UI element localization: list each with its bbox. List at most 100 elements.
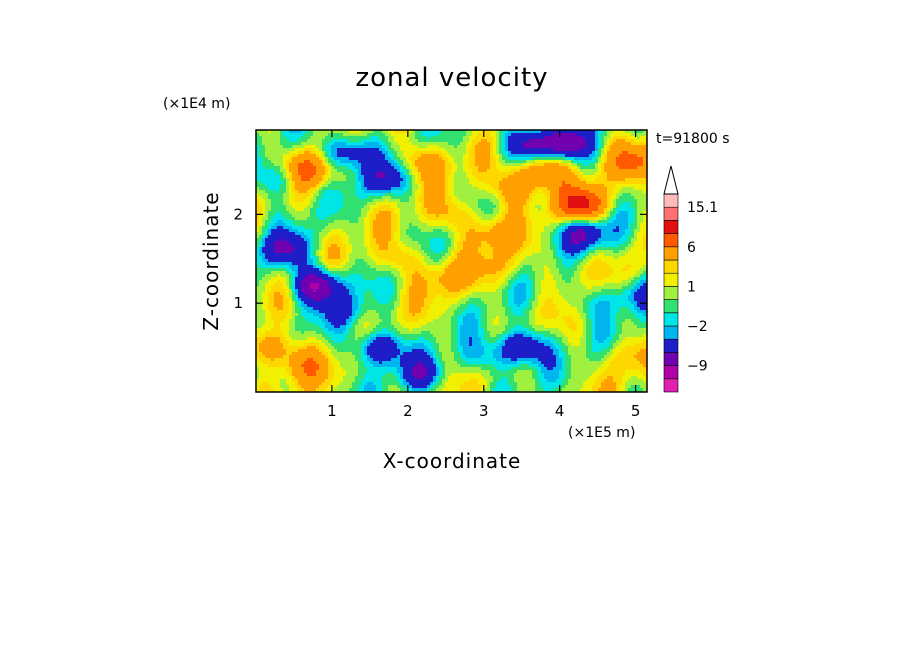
- field-cell: [538, 142, 541, 145]
- field-cell: [259, 184, 262, 187]
- field-cell: [349, 133, 352, 136]
- field-cell: [589, 133, 592, 136]
- field-cell: [610, 196, 613, 199]
- field-cell: [487, 238, 490, 241]
- field-cell: [340, 202, 343, 205]
- field-cell: [451, 205, 454, 208]
- field-cell: [466, 136, 469, 139]
- field-cell: [391, 148, 394, 151]
- field-cell: [394, 172, 397, 175]
- field-cell: [481, 229, 484, 232]
- field-cell: [298, 226, 301, 229]
- field-cell: [475, 133, 478, 136]
- field-cell: [496, 130, 499, 133]
- field-cell: [565, 172, 568, 175]
- field-cell: [598, 187, 601, 190]
- field-cell: [601, 133, 604, 136]
- field-cell: [439, 130, 442, 133]
- field-cell: [541, 220, 544, 223]
- field-cell: [430, 220, 433, 223]
- field-cell: [379, 214, 382, 217]
- field-cell: [496, 199, 499, 202]
- field-cell: [562, 175, 565, 178]
- field-cell: [508, 229, 511, 232]
- field-cell: [586, 217, 589, 220]
- field-cell: [403, 229, 406, 232]
- field-cell: [457, 157, 460, 160]
- field-cell: [295, 178, 298, 181]
- field-cell: [370, 238, 373, 241]
- field-cell: [379, 142, 382, 145]
- field-cell: [409, 157, 412, 160]
- field-cell: [454, 229, 457, 232]
- field-cell: [361, 160, 364, 163]
- field-cell: [490, 202, 493, 205]
- field-cell: [331, 145, 334, 148]
- field-cell: [595, 130, 598, 133]
- field-cell: [391, 181, 394, 184]
- field-cell: [535, 166, 538, 169]
- field-cell: [298, 166, 301, 169]
- field-cell: [457, 229, 460, 232]
- field-cell: [445, 229, 448, 232]
- field-cell: [382, 160, 385, 163]
- field-cell: [460, 232, 463, 235]
- field-cell: [607, 199, 610, 202]
- field-cell: [499, 151, 502, 154]
- field-cell: [640, 208, 643, 211]
- field-cell: [604, 193, 607, 196]
- field-cell: [349, 178, 352, 181]
- field-cell: [439, 199, 442, 202]
- field-cell: [457, 199, 460, 202]
- field-cell: [625, 142, 628, 145]
- field-cell: [295, 157, 298, 160]
- field-cell: [412, 169, 415, 172]
- field-cell: [625, 136, 628, 139]
- field-cell: [424, 235, 427, 238]
- field-cell: [427, 157, 430, 160]
- field-cell: [394, 142, 397, 145]
- field-cell: [496, 229, 499, 232]
- field-cell: [511, 208, 514, 211]
- field-cell: [460, 151, 463, 154]
- field-cell: [637, 157, 640, 160]
- field-cell: [397, 220, 400, 223]
- field-cell: [334, 130, 337, 133]
- field-cell: [643, 208, 646, 211]
- field-cell: [499, 220, 502, 223]
- field-cell: [373, 217, 376, 220]
- field-cell: [445, 130, 448, 133]
- field-cell: [271, 202, 274, 205]
- field-cell: [271, 157, 274, 160]
- field-cell: [625, 208, 628, 211]
- field-cell: [520, 151, 523, 154]
- field-cell: [451, 139, 454, 142]
- field-cell: [358, 166, 361, 169]
- field-cell: [511, 211, 514, 214]
- field-cell: [340, 139, 343, 142]
- field-cell: [538, 235, 541, 238]
- field-cell: [514, 148, 517, 151]
- field-cell: [340, 148, 343, 151]
- field-cell: [589, 238, 592, 241]
- field-cell: [568, 223, 571, 226]
- field-cell: [286, 232, 289, 235]
- field-cell: [451, 196, 454, 199]
- field-cell: [478, 175, 481, 178]
- field-cell: [550, 136, 553, 139]
- field-cell: [490, 229, 493, 232]
- field-cell: [271, 205, 274, 208]
- field-cell: [262, 208, 265, 211]
- field-cell: [403, 184, 406, 187]
- field-cell: [505, 196, 508, 199]
- field-cell: [370, 241, 373, 244]
- field-cell: [388, 175, 391, 178]
- field-cell: [334, 184, 337, 187]
- field-cell: [298, 241, 301, 244]
- field-cell: [580, 148, 583, 151]
- field-cell: [385, 208, 388, 211]
- field-cell: [415, 163, 418, 166]
- field-cell: [448, 163, 451, 166]
- field-cell: [382, 214, 385, 217]
- field-cell: [307, 199, 310, 202]
